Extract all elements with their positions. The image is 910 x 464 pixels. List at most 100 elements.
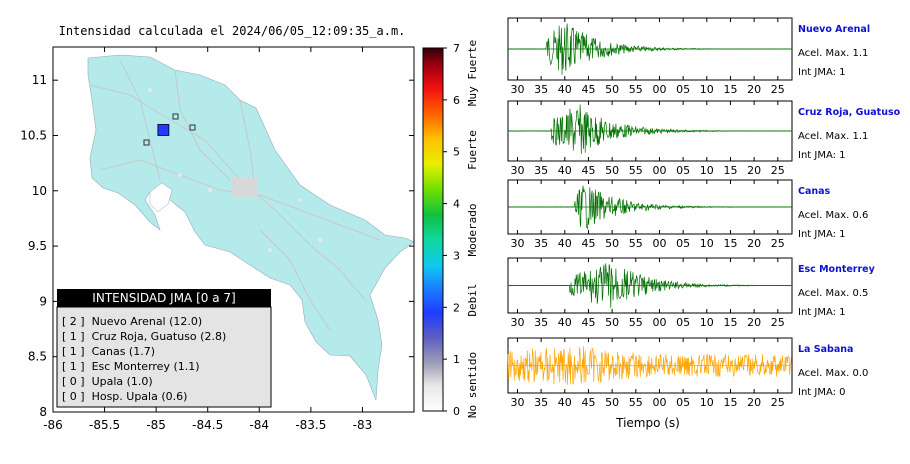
station-int: Int JMA: 1 [798,67,846,78]
legend-title-bar [57,289,271,307]
waveform-x-tick-label: 55 [629,316,643,329]
map-x-tick-label: -85 [146,418,166,432]
legend-title: INTENSIDAD JMA [0 a 7] [92,291,235,305]
waveform-x-tick-label: 20 [747,396,761,409]
waveform-x-tick-label: 45 [581,83,595,96]
colorbar-category: Debil [466,283,479,316]
waveform-x-tick-label: 35 [534,237,548,250]
waveform-panel: 30 35 40 45 50 55 00 05 10 15 20 25 La Sabana Acel. M… [507,337,868,409]
map-y-tick-label: 8 [39,405,47,419]
waveform-x-tick-label: 30 [510,237,524,250]
waveform-x-tick-label: 45 [581,316,595,329]
colorbar-gradient [422,47,444,412]
waveform-x-tick-label: 20 [747,316,761,329]
map-x-tick-label: -85.5 [89,418,120,432]
station-name: Cruz Roja, Guatuso [798,107,901,118]
map-frame [52,46,415,413]
colorbar-category: Moderado [466,204,479,257]
epicenter-marker [157,124,170,136]
waveform-x-tick-label: 25 [771,316,785,329]
colorbar-tick-label: 0 [453,405,460,418]
waveform-x-tick-label: 55 [629,396,643,409]
map-y-tick-label: 10.5 [20,128,47,142]
waveform-x-tick-label: 30 [510,83,524,96]
waveform-x-tick-label: 10 [700,396,714,409]
waveform-x-tick-label: 55 [629,83,643,96]
waveform-x-tick-label: 15 [723,164,737,177]
waveform-x-tick-label: 05 [676,83,690,96]
station-name: Esc Monterrey [798,264,876,275]
waveform-x-tick-label: 35 [534,396,548,409]
waveform-x-tick-label: 15 [723,316,737,329]
station-int: Int JMA: 1 [798,229,846,240]
waveform-x-tick-label: 50 [605,396,619,409]
waveform-x-tick-label: 20 [747,83,761,96]
map-x-tick-label: -86 [43,418,63,432]
colorbar-tick-label: 2 [453,301,460,314]
waveform-panel: 30 35 40 45 50 55 00 05 10 15 20 25 Nuevo Arenal Acel… [507,17,870,96]
legend-item: [ 1 ] Esc Monterrey (1.1) [62,360,200,373]
waveform-x-tick-label: 00 [652,83,666,96]
map-y-tick-label: 8.5 [28,350,47,364]
map-x-ticks: -86 -85.5 -85 -84.5 -84 -83.5 -83 [43,47,372,432]
map-y-tick-label: 10 [32,184,47,198]
waveform-x-tick-label: 05 [676,396,690,409]
waveform-x-tick-label: 20 [747,164,761,177]
waveform-x-tick-label: 40 [558,237,572,250]
waveform-x-tick-label: 05 [676,164,690,177]
map-y-tick-label: 9 [39,294,47,308]
colorbar-category: No sentido [466,352,479,418]
legend-item: [ 1 ] Canas (1.7) [62,345,155,358]
waveform-x-tick-label: 30 [510,316,524,329]
colorbar: 0 1 2 3 4 5 6 7 No sentido Debil Moderado Fuert… [422,40,479,418]
waveform-x-tick-label: 55 [629,164,643,177]
waveform-x-tick-label: 40 [558,83,572,96]
waveform-x-tick-label: 40 [558,164,572,177]
waveform-trace [507,263,792,309]
waveform-x-tick-label: 20 [747,237,761,250]
waveform-x-tick-label: 15 [723,396,737,409]
waveform-panel: 30 35 40 45 50 55 00 05 10 15 20 25 Esc Monterrey Ace… [507,257,876,329]
waveform-x-tick-label: 00 [652,164,666,177]
intensity-legend: INTENSIDAD JMA [0 a 7] [ 2 ] Nuevo Arena… [56,289,272,408]
waveform-x-tick-label: 50 [605,83,619,96]
legend-item: [ 0 ] Upala (1.0) [62,375,153,388]
map-y-tick-label: 9.5 [28,239,47,253]
waveform-x-tick-label: 15 [723,83,737,96]
costa-rica-land [87,54,414,401]
waveform-x-tick-label: 40 [558,396,572,409]
waveform-x-tick-label: 30 [510,164,524,177]
waveform-x-tick-label: 10 [700,164,714,177]
nicoya-gulf [149,182,173,213]
colorbar-category: Muy Fuerte [466,40,479,106]
colorbar-tick-label: 7 [453,42,460,55]
map-x-tick-label: -84.5 [192,418,223,432]
waveform-trace [508,104,792,154]
waveform-x-tick-label: 15 [723,237,737,250]
station-acel: Acel. Max. 0.6 [798,210,868,221]
colorbar-tick-label: 1 [453,353,460,366]
legend-body [56,306,272,408]
waveform-x-tick-label: 50 [605,164,619,177]
waveform-x-tick-label: 10 [700,237,714,250]
station-int: Int JMA: 1 [798,150,846,161]
station-name: La Sabana [798,344,853,355]
waveform-x-tick-label: 25 [771,396,785,409]
waveform-x-tick-label: 25 [771,237,785,250]
legend-item: [ 2 ] Nuevo Arenal (12.0) [62,315,202,328]
map-y-tick-label: 11 [32,73,47,87]
waveform-x-tick-label: 05 [676,237,690,250]
waveform-x-tick-label: 45 [581,396,595,409]
station-acel: Acel. Max. 1.1 [798,131,868,142]
waveform-x-tick-label: 10 [700,83,714,96]
waveform-x-tick-label: 50 [605,316,619,329]
waveform-panel: 30 35 40 45 50 55 00 05 10 15 20 25 Canas Acel. Max. … [507,179,868,250]
colorbar-tick-label: 4 [453,198,460,211]
waveform-x-tick-label: 55 [629,237,643,250]
colorbar-tick-label: 6 [453,94,460,107]
colorbar-tick-label: 3 [453,249,460,262]
legend-item: [ 0 ] Hosp. Upala (0.6) [62,390,187,403]
waveform-trace [507,185,792,230]
map-y-ticks: 8 8.5 9 9.5 10 10.5 11 [20,73,414,419]
waveform-x-tick-label: 00 [652,396,666,409]
